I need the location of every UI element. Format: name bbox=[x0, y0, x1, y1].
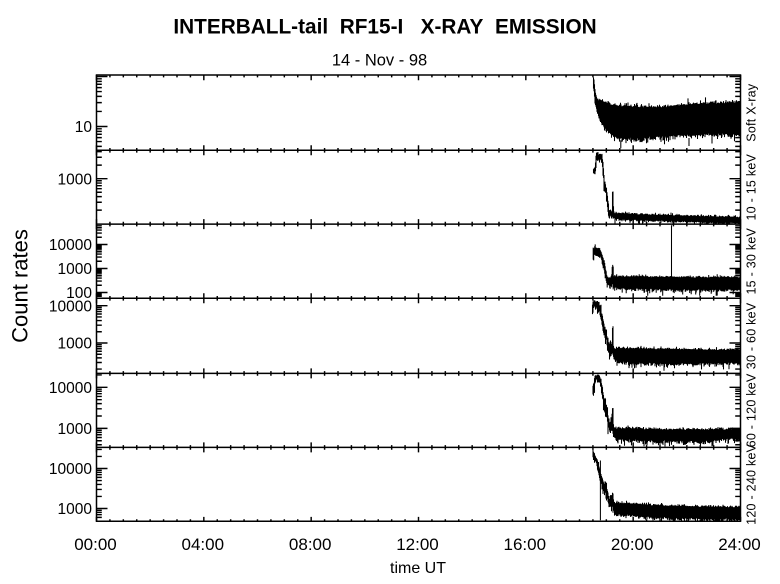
svg-text:1000: 1000 bbox=[58, 501, 93, 518]
svg-text:1000: 1000 bbox=[58, 261, 93, 278]
svg-text:10000: 10000 bbox=[49, 298, 92, 315]
svg-text:1000: 1000 bbox=[58, 336, 93, 353]
svg-text:time UT: time UT bbox=[390, 560, 446, 577]
svg-text:60 - 120 keV: 60 - 120 keV bbox=[745, 373, 759, 447]
svg-text:10 - 15 keV: 10 - 15 keV bbox=[745, 153, 759, 220]
svg-text:08:00: 08:00 bbox=[289, 535, 332, 554]
svg-text:14 - Nov - 98: 14 - Nov - 98 bbox=[332, 52, 427, 70]
svg-text:1000: 1000 bbox=[58, 171, 93, 188]
svg-text:INTERBALL-tail RF15-I X-RAY: INTERBALL-tail RF15-I X-RAY EMISSION bbox=[173, 16, 596, 39]
svg-text:10000: 10000 bbox=[49, 461, 92, 478]
svg-text:00:00: 00:00 bbox=[74, 535, 117, 554]
svg-text:04:00: 04:00 bbox=[182, 535, 225, 554]
svg-text:10000: 10000 bbox=[49, 380, 92, 397]
svg-text:10000: 10000 bbox=[49, 237, 92, 254]
svg-text:20:00: 20:00 bbox=[611, 535, 654, 554]
svg-text:Count rates: Count rates bbox=[8, 229, 33, 343]
svg-text:16:00: 16:00 bbox=[504, 535, 547, 554]
svg-text:10: 10 bbox=[75, 119, 93, 136]
svg-text:120 - 240 keV: 120 - 240 keV bbox=[745, 443, 759, 524]
svg-text:100: 100 bbox=[66, 285, 92, 302]
svg-text:1000: 1000 bbox=[58, 421, 93, 438]
svg-text:24:00: 24:00 bbox=[718, 535, 761, 554]
svg-text:12:00: 12:00 bbox=[396, 535, 439, 554]
svg-text:Soft X-ray: Soft X-ray bbox=[745, 83, 759, 142]
svg-text:30 - 60 keV: 30 - 60 keV bbox=[745, 302, 759, 369]
svg-text:15 - 30 keV: 15 - 30 keV bbox=[745, 227, 759, 294]
